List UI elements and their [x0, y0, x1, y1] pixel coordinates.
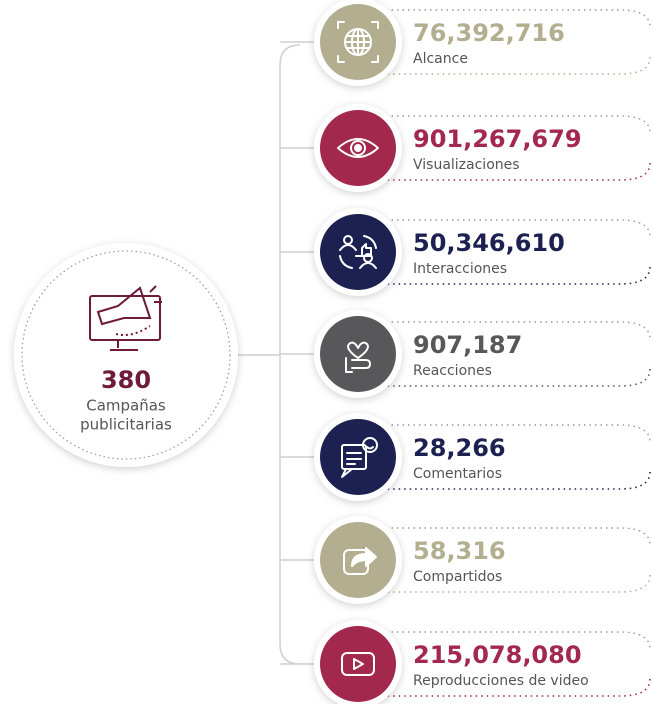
- icon-part: [345, 357, 371, 373]
- metric-label: Alcance: [413, 51, 468, 67]
- icon-part: [337, 21, 379, 63]
- icon-part: [353, 658, 364, 670]
- icon-circle: [320, 214, 396, 290]
- metric-label: Reacciones: [413, 363, 492, 379]
- icon-part: [339, 244, 357, 251]
- metric-value: 76,392,716: [413, 19, 565, 47]
- dotted-capsule-bottom: [386, 678, 651, 697]
- dotted-capsule-bottom: [386, 471, 651, 490]
- icon-part: [347, 341, 369, 359]
- metric-value: 58,316: [413, 537, 506, 565]
- dotted-capsule-bottom: [386, 56, 651, 75]
- metric-label: Compartidos: [413, 569, 502, 585]
- icon-part: [344, 28, 372, 56]
- icon-part: [351, 547, 377, 567]
- metric-label: Comentarios: [413, 466, 502, 482]
- icon-circle: [320, 626, 396, 702]
- icon-globe: [337, 21, 379, 63]
- icon-share: [343, 547, 377, 575]
- center-dotted-ring: [21, 250, 231, 460]
- icon-chat: [341, 437, 378, 478]
- dotted-capsule-bottom: [386, 266, 651, 285]
- icon-part: [341, 652, 375, 676]
- icon-part: [350, 140, 366, 156]
- metric-label: Visualizaciones: [413, 157, 520, 173]
- icon-heart: [345, 341, 371, 373]
- icon-part: [341, 452, 362, 478]
- icon-circle: [320, 419, 396, 495]
- icon-play: [341, 652, 375, 676]
- icon-circle: [320, 316, 396, 392]
- metric-value: 907,187: [413, 331, 522, 359]
- megaphone-icon: [89, 285, 162, 351]
- icon-part: [341, 444, 367, 470]
- center-label: Campañas: [86, 397, 166, 415]
- center-label: publicitarias: [80, 416, 172, 434]
- metric-value: 901,267,679: [413, 125, 582, 153]
- center-value: 380: [101, 366, 151, 394]
- icon-part: [355, 243, 372, 257]
- metric-label: Interacciones: [413, 261, 507, 277]
- metric-value: 50,346,610: [413, 229, 565, 257]
- icon-eye: [337, 138, 379, 158]
- dotted-capsule-bottom: [386, 368, 651, 387]
- icon-part: [366, 446, 374, 450]
- dotted-capsule-bottom: [386, 574, 651, 593]
- metric-label: Reproducciones de video: [413, 673, 589, 689]
- dotted-capsule-bottom: [386, 162, 651, 181]
- icon-part: [354, 144, 362, 152]
- metric-value: 28,266: [413, 434, 506, 462]
- metric-value: 215,078,080: [413, 641, 582, 669]
- icon-part: [362, 437, 378, 453]
- icon-people: [339, 235, 377, 269]
- center-circle: [14, 243, 238, 467]
- icon-part: [339, 235, 377, 269]
- icon-part: [359, 262, 377, 269]
- icon-part: [337, 138, 379, 158]
